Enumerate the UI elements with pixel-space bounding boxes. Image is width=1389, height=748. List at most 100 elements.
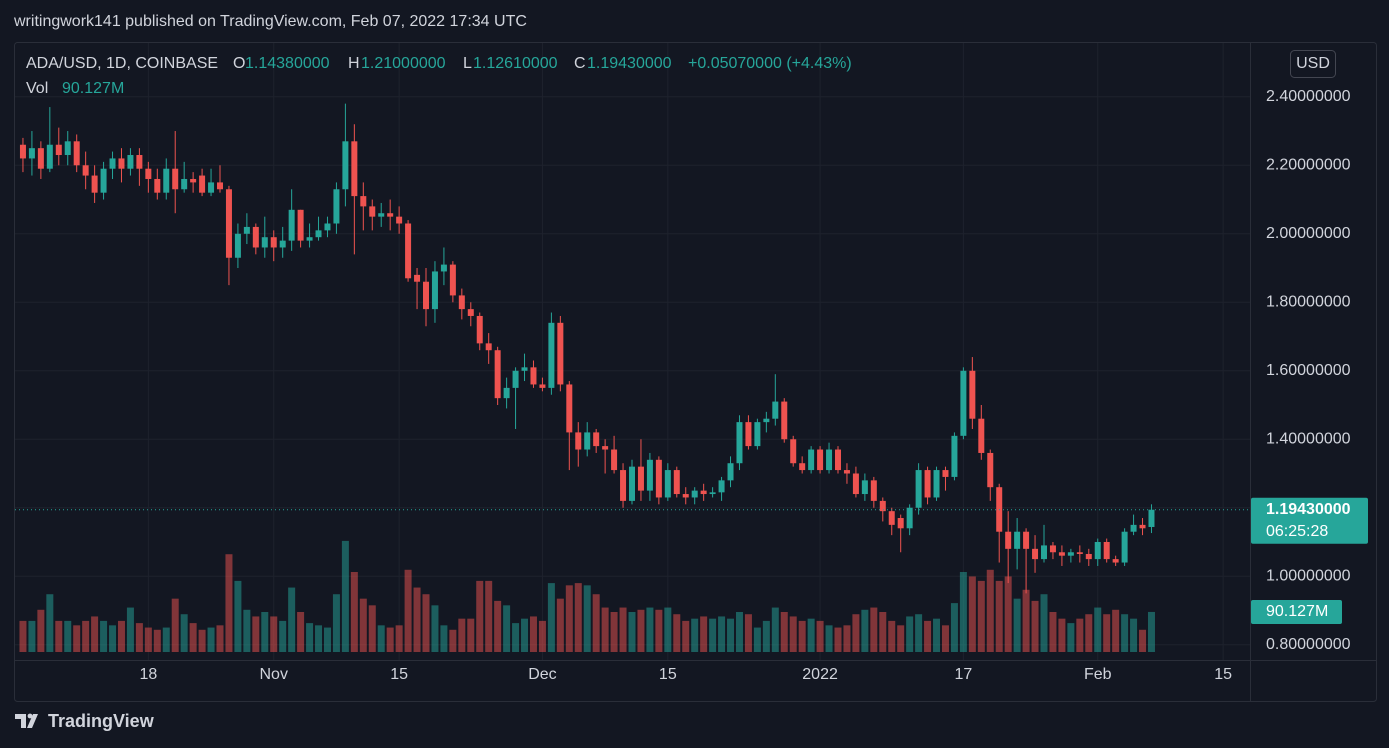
candle-body <box>333 189 340 224</box>
x-tick-label: 18 <box>139 666 157 683</box>
candle-body <box>378 213 385 217</box>
low-key: L <box>463 55 472 72</box>
currency[interactable]: USD <box>1296 55 1330 72</box>
volume-bar <box>529 616 537 652</box>
candle-body <box>718 480 725 493</box>
volume-bar <box>234 580 242 652</box>
volume-bar <box>1112 609 1120 652</box>
volume-bar <box>37 609 45 652</box>
candle-body <box>449 264 456 296</box>
candle-body <box>879 500 886 512</box>
candle-body <box>602 446 609 450</box>
volume-bar <box>619 607 627 652</box>
high-value: 1.21000000 <box>361 55 446 72</box>
y-tick-label: 2.20000000 <box>1266 157 1351 174</box>
candle-body <box>691 490 698 498</box>
volume-bar <box>1058 618 1066 652</box>
currency-button[interactable] <box>1290 50 1336 78</box>
volume-bar <box>368 605 376 652</box>
volume-bar <box>655 609 663 652</box>
candle-body <box>458 295 465 310</box>
candle-body <box>154 178 161 193</box>
candle-body <box>835 449 841 471</box>
candle-body <box>539 384 546 388</box>
candle-body <box>261 237 268 248</box>
candle-body <box>969 370 976 419</box>
volume-bar <box>431 605 439 652</box>
volume-last-label: 90.127M <box>1266 603 1328 620</box>
volume-bar <box>485 580 493 652</box>
volume-bar <box>888 620 896 652</box>
candle-body <box>414 274 421 282</box>
volume-bar <box>1013 598 1021 652</box>
volume-bar <box>297 612 305 652</box>
candle-body <box>978 418 985 453</box>
candle-body <box>781 401 788 440</box>
candle-layer <box>19 103 1155 594</box>
volume-bar <box>1022 589 1030 652</box>
candle-body <box>512 370 519 388</box>
volume-bar <box>55 620 63 652</box>
candle-body <box>655 459 662 498</box>
candle-body <box>503 387 510 399</box>
x-tick-label: 15 <box>1214 666 1232 683</box>
candle-body <box>100 168 107 193</box>
candle-body <box>745 422 752 447</box>
candle-body <box>208 182 215 193</box>
volume-bar <box>610 612 618 652</box>
candle-body <box>646 459 653 491</box>
candle-body <box>440 264 447 272</box>
volume-bar <box>1049 612 1057 652</box>
volume-bar <box>691 618 699 652</box>
candle-body <box>593 432 600 447</box>
volume-bar <box>592 594 600 652</box>
volume-bar <box>171 598 179 652</box>
volume-bar <box>771 607 779 652</box>
volume-bar <box>601 607 609 652</box>
volume-bar <box>843 625 851 652</box>
brand: TradingView <box>48 711 155 731</box>
y-tick-label: 2.40000000 <box>1266 88 1351 105</box>
volume-bar <box>341 540 349 652</box>
last-price-box <box>1251 497 1368 544</box>
last-price-label: 1.19430000 <box>1266 501 1351 518</box>
candle-body <box>288 209 295 241</box>
volume-bar <box>583 585 591 652</box>
volume-bar <box>216 625 224 652</box>
symbol: ADA/USD, 1D, COINBASE <box>26 55 218 72</box>
brand-logo: TradingView <box>15 711 155 731</box>
candle-body <box>1094 541 1101 560</box>
volume-bar <box>718 616 726 652</box>
candle-body <box>199 175 206 193</box>
candle-body <box>808 449 815 471</box>
candle-body <box>109 158 116 169</box>
candle-body <box>423 281 429 310</box>
x-tick-label: 15 <box>659 666 677 683</box>
candle-body <box>28 148 35 159</box>
candle-body <box>1076 552 1083 554</box>
open-value: 1.14380000 <box>245 55 330 72</box>
volume-bar <box>673 614 681 652</box>
volume-bar <box>512 623 520 652</box>
volume-bar <box>646 607 654 652</box>
candle-body <box>790 439 797 464</box>
candle-body <box>799 463 806 471</box>
candle-body <box>1032 548 1039 560</box>
volume-bar <box>1085 614 1093 652</box>
volume-bar <box>574 583 582 652</box>
candle-body <box>1023 531 1030 549</box>
candle-body <box>870 480 877 501</box>
candle-body <box>700 490 707 495</box>
candle-body <box>843 470 850 474</box>
volume-bar <box>82 620 90 652</box>
volume-bar <box>494 600 502 652</box>
volume-bar <box>332 594 340 652</box>
candle-body <box>476 315 483 344</box>
x-tick-label: Nov <box>260 666 288 683</box>
candle-body <box>1130 524 1137 532</box>
volume-bar <box>117 620 125 652</box>
candle-body <box>1121 531 1128 563</box>
volume-bar <box>46 594 54 652</box>
volume-bar <box>467 618 475 652</box>
